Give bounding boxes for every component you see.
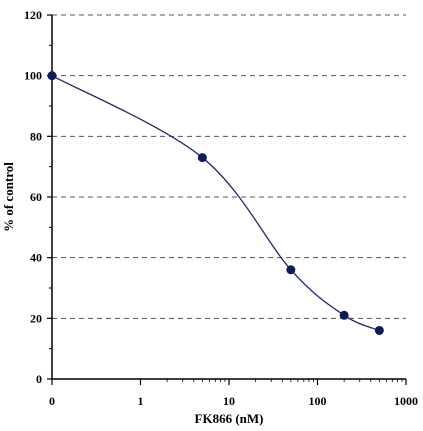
- data-point-0: [47, 71, 57, 81]
- data-point-2: [286, 265, 296, 275]
- y-tick-label-3: 60: [30, 190, 42, 204]
- x-tick-label-3: 100: [309, 394, 327, 408]
- x-tick-label-4: 1000: [394, 394, 418, 408]
- series-line-0: [51, 75, 380, 332]
- series: [47, 71, 384, 335]
- x-tick-label-2: 10: [223, 394, 235, 408]
- y-tick-label-4: 80: [30, 129, 42, 143]
- y-tick-label-5: 100: [24, 69, 42, 83]
- y-tick-label-2: 40: [30, 251, 42, 265]
- y-tick-label-1: 20: [30, 311, 42, 325]
- y-axis-title: % of control: [1, 162, 16, 232]
- x-axis-title: FK866 (nM): [195, 411, 264, 426]
- x-ticks: 0 1 10 100 1000: [49, 379, 418, 408]
- data-point-4: [374, 325, 384, 335]
- data-point-1: [197, 153, 207, 163]
- x-tick-label-1: 1: [138, 394, 144, 408]
- grid: [52, 14, 406, 319]
- y-tick-label-6: 120: [24, 8, 42, 22]
- x-tick-label-0: 0: [49, 394, 55, 408]
- y-tick-label-0: 0: [36, 372, 42, 386]
- data-point-3: [339, 310, 349, 320]
- y-ticks: 0 20 40 60 80 100 120: [24, 8, 52, 386]
